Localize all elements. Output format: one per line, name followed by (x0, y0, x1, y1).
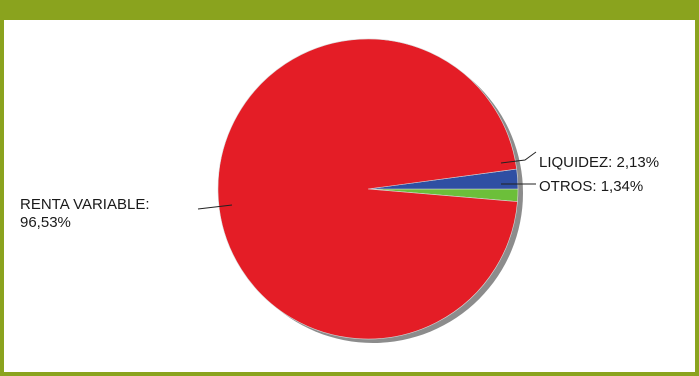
label-liquidez-name: LIQUIDEZ: (539, 154, 612, 171)
label-otros: OTROS: 1,34% (539, 178, 643, 195)
leader-renta-variable (197, 204, 233, 210)
label-renta-variable-name: RENTA VARIABLE: (20, 196, 150, 213)
pie-slices (217, 38, 519, 340)
label-otros-name: OTROS: (539, 178, 597, 195)
label-renta-variable: RENTA VARIABLE: (20, 196, 150, 213)
label-renta-variable-value: 96,53% (20, 214, 71, 231)
slice-renta-variable (217, 38, 518, 340)
label-liquidez: LIQUIDEZ: 2,13% (539, 154, 659, 171)
label-otros-value: 1,34% (601, 178, 644, 195)
leader-lines (197, 151, 537, 210)
leader-liquidez (500, 151, 537, 164)
label-liquidez-value: 2,13% (617, 154, 660, 171)
